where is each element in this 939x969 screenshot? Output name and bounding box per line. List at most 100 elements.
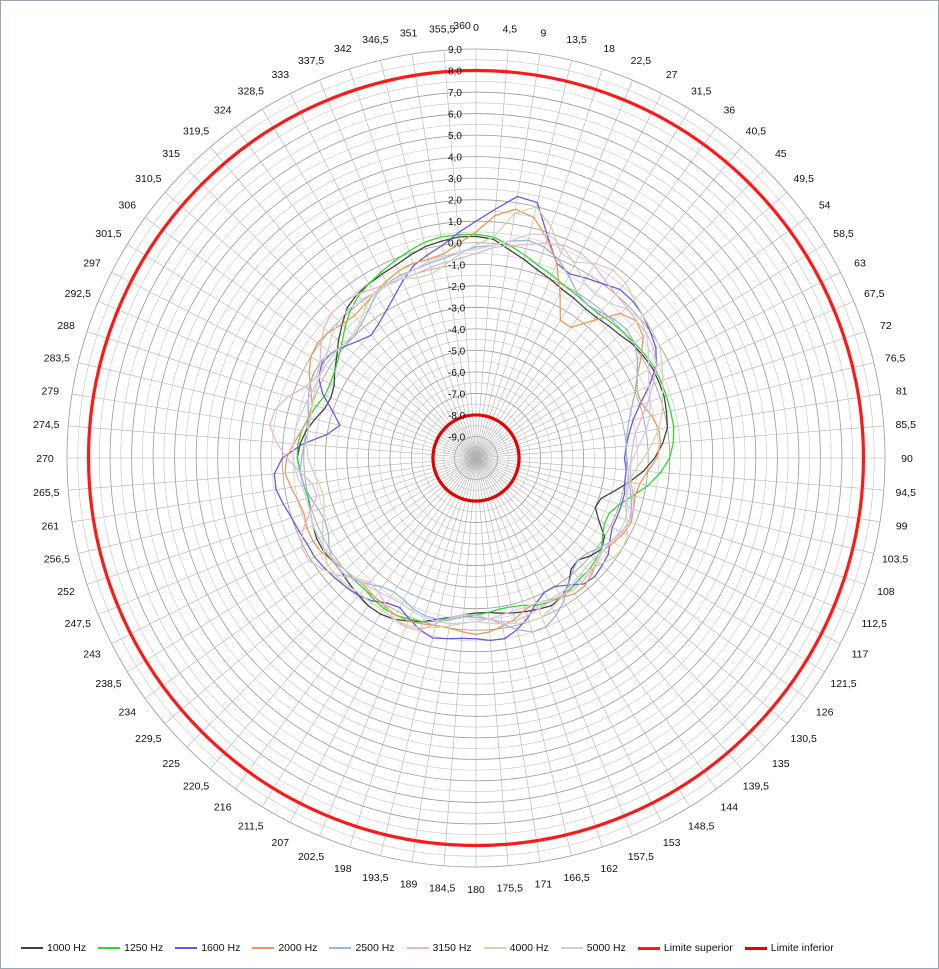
grid-spoke <box>475 457 572 856</box>
series-1600-hz <box>273 195 657 642</box>
grid-spoke <box>475 457 717 790</box>
angle-tick-label: 292,5 <box>65 288 91 300</box>
legend-item: 4000 Hz <box>483 942 549 954</box>
angle-tick-label: 297 <box>83 257 101 269</box>
grid-spoke <box>235 126 477 459</box>
angle-tick-label: 315 <box>162 148 180 160</box>
grid-spoke <box>475 457 825 672</box>
grid-spoke <box>475 457 766 748</box>
grid-spoke <box>144 457 477 699</box>
angle-tick-label: 319,5 <box>183 125 209 137</box>
grid-spoke <box>144 217 477 459</box>
angle-tick-label: 306 <box>119 200 137 212</box>
radial-tick-label: -4,0 <box>448 325 466 336</box>
radial-tick-label: 8,0 <box>448 67 462 78</box>
grid-spoke <box>475 192 788 459</box>
angle-tick-label: 157,5 <box>628 851 654 863</box>
angle-tick-label: 355,5 <box>429 23 455 35</box>
angle-tick-label: 139,5 <box>743 781 769 793</box>
angle-tick-label: 67,5 <box>864 288 885 300</box>
angle-tick-label: 261 <box>42 520 60 532</box>
series-5000-hz <box>292 233 651 625</box>
angle-tick-label: 238,5 <box>95 678 121 690</box>
angle-tick-label: 252 <box>57 586 75 598</box>
angle-tick-label: 31,5 <box>691 86 712 98</box>
angle-tick-label: 45 <box>775 148 787 160</box>
radial-tick-label: -8,0 <box>448 411 466 422</box>
grid-spoke <box>475 457 541 863</box>
angle-tick-label: 27 <box>666 69 678 81</box>
grid-spoke <box>78 362 477 459</box>
legend-label: 2000 Hz <box>278 942 318 954</box>
angle-tick-label: 85,5 <box>895 419 916 431</box>
grid-spoke <box>475 53 541 459</box>
legend-label: 2500 Hz <box>355 942 395 954</box>
angle-tick-label: 180 <box>467 884 485 896</box>
angle-tick-label: 72 <box>880 320 892 332</box>
legend-label: 3150 Hz <box>432 942 472 954</box>
legend-item: 1250 Hz <box>98 942 163 954</box>
grid-layer <box>66 48 886 868</box>
grid-spoke <box>319 457 477 836</box>
grid-spoke <box>475 457 854 615</box>
legend-label: 1600 Hz <box>201 942 241 954</box>
grid-spoke <box>71 457 477 523</box>
grid-spoke <box>98 457 477 615</box>
grid-spoke <box>86 457 477 585</box>
grid-spoke <box>290 93 477 459</box>
angle-tick-label: 175,5 <box>497 883 523 895</box>
grid-spoke <box>475 272 841 459</box>
angle-tick-label: 193,5 <box>362 872 388 884</box>
angle-tick-label: 324 <box>214 104 232 116</box>
legend-swatch <box>252 947 275 949</box>
angle-tick-label: 310,5 <box>135 173 161 185</box>
grid-spoke <box>111 272 477 459</box>
grid-spoke <box>475 331 866 459</box>
legend-swatch <box>406 947 429 949</box>
angle-tick-label: 18 <box>603 43 615 55</box>
legend-swatch <box>21 947 43 949</box>
grid-spoke <box>78 457 477 554</box>
legend-label: 1250 Hz <box>124 942 164 954</box>
grid-spoke <box>164 457 477 724</box>
angle-tick-label: 265,5 <box>33 487 59 499</box>
grid-spoke <box>475 457 866 585</box>
legend-item: 2000 Hz <box>252 942 317 954</box>
angle-tick-label: 103,5 <box>882 554 908 566</box>
angle-tick-label: 256,5 <box>44 554 70 566</box>
angle-tick-label: 333 <box>272 69 290 81</box>
legend-swatch <box>175 947 198 949</box>
grid-spoke <box>475 425 884 459</box>
angle-tick-label: 13,5 <box>566 34 587 46</box>
legend-swatch <box>560 947 583 949</box>
grid-spoke <box>349 457 477 848</box>
grid-spoke <box>411 457 477 863</box>
angle-tick-label: 198 <box>334 863 352 875</box>
angle-tick-label: 216 <box>214 802 232 814</box>
angle-tick-label: 144 <box>721 802 739 814</box>
radial-tick-label: -9,0 <box>448 433 466 444</box>
radial-tick-label: 7,0 <box>448 88 462 99</box>
angle-tick-label: 121,5 <box>830 678 856 690</box>
grid-spoke <box>262 457 477 807</box>
grid-spoke <box>443 457 477 866</box>
angle-tick-label: 36 <box>723 104 735 116</box>
grid-spoke <box>475 301 854 459</box>
angle-tick-label: 171 <box>535 879 553 891</box>
grid-spoke <box>127 457 477 672</box>
radial-tick-label: -5,0 <box>448 346 466 357</box>
grid-spoke <box>475 457 881 523</box>
angle-tick-label: 220,5 <box>183 781 209 793</box>
grid-spoke <box>475 68 603 459</box>
legend-item: 5000 Hz <box>560 942 626 954</box>
grid-spoke <box>475 457 874 554</box>
angle-tick-label: 112,5 <box>861 618 887 630</box>
angle-tick-label: 337,5 <box>298 55 324 67</box>
radial-tick-label: 2,0 <box>448 196 462 207</box>
legend-label: Limite inferior <box>770 942 834 954</box>
series-2000-hz <box>284 208 662 636</box>
grid-spoke <box>475 80 633 459</box>
angle-tick-label: 63 <box>854 257 866 269</box>
angle-tick-label: 342 <box>334 43 352 55</box>
